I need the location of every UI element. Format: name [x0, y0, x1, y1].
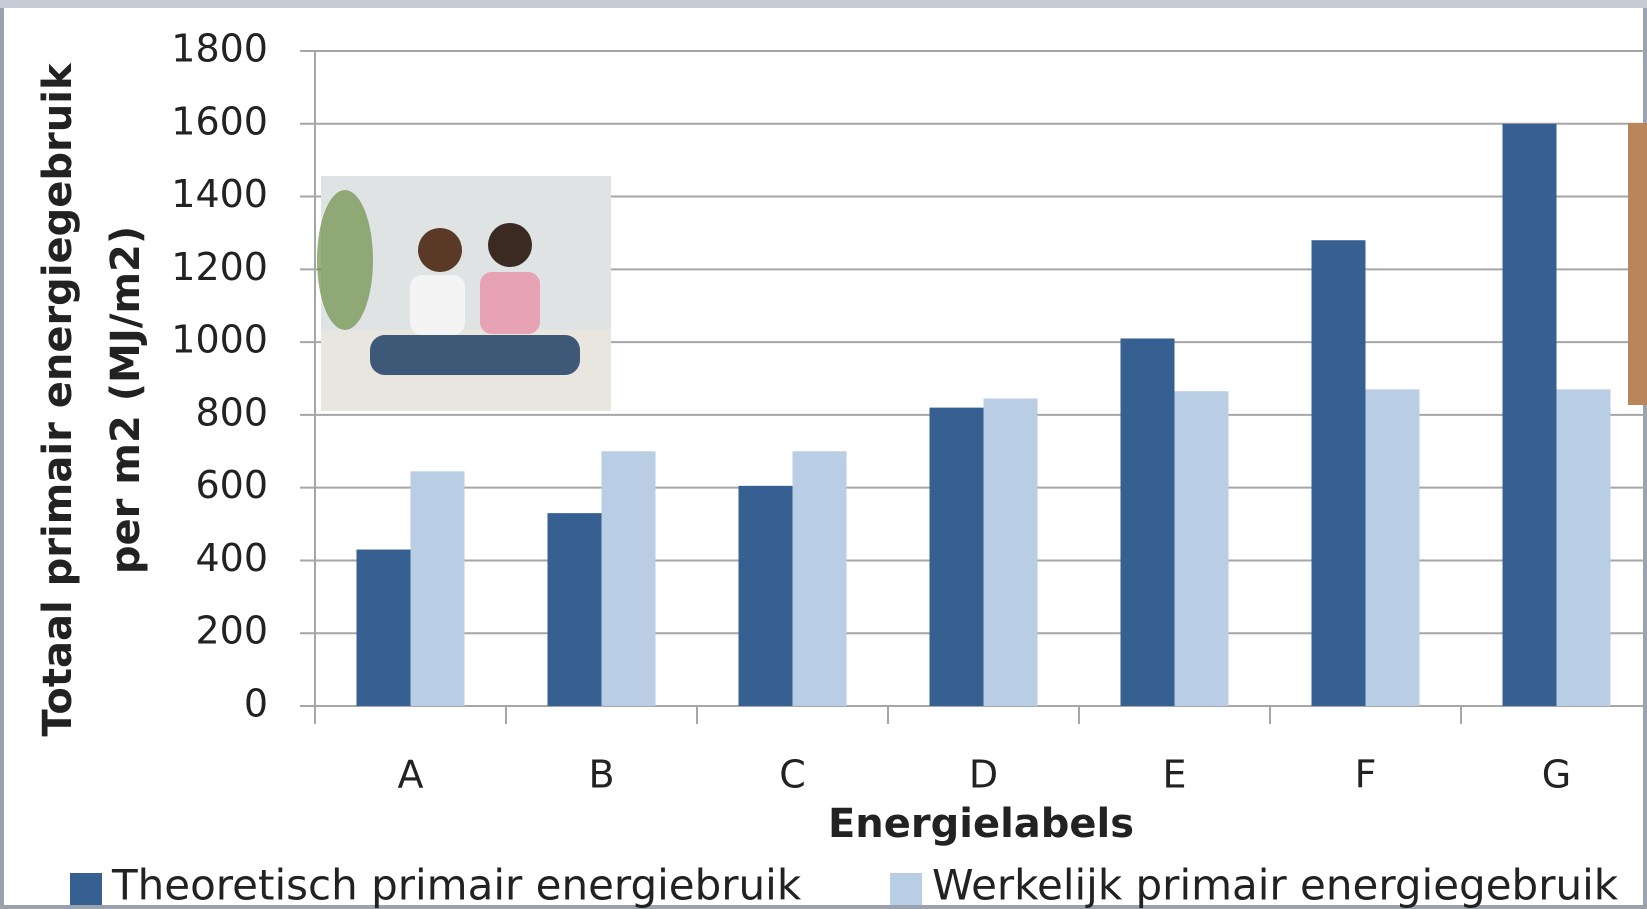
legend-swatch: [70, 873, 102, 905]
y-tick-label: 800: [195, 390, 268, 434]
x-tick-label: E: [1162, 753, 1186, 797]
bar: [1503, 124, 1557, 706]
photo: [317, 176, 611, 411]
y-tick-label: 1800: [171, 27, 268, 71]
bar: [739, 486, 793, 706]
bar: [357, 550, 411, 706]
y-tick-label: 1600: [171, 99, 268, 143]
legend-label: Theoretisch primair energiebruik: [111, 861, 802, 909]
x-tick-label: C: [779, 753, 806, 797]
y-tick-label: 1400: [171, 172, 268, 216]
top-bar: [0, 0, 1647, 8]
bar: [793, 451, 847, 706]
y-tick-label: 1200: [171, 245, 268, 289]
y-tick-label: 1000: [171, 318, 268, 362]
x-axis-title: Energielabels: [828, 801, 1134, 847]
x-tick-label: B: [588, 753, 614, 797]
bar: [602, 451, 656, 706]
bar: [1312, 240, 1366, 706]
y-tick-label: 400: [195, 536, 268, 580]
bar: [411, 471, 465, 706]
bar: [930, 408, 984, 706]
y-tick-label: 200: [195, 609, 268, 653]
y-tick-label: 0: [244, 682, 268, 726]
bar: [984, 399, 1038, 706]
y-axis-title: Totaal primair energiegebruik: [35, 62, 81, 737]
bar: [1366, 389, 1420, 706]
x-tick-label: A: [398, 753, 424, 797]
legend-label: Werkelijk primair energiegebruik: [932, 861, 1619, 909]
x-tick-label: G: [1542, 753, 1571, 797]
legend-swatch: [890, 873, 922, 905]
photo-edge: [1628, 123, 1647, 405]
y-tick-label: 600: [195, 463, 268, 507]
bar: [1557, 389, 1611, 706]
y-axis-title: per m2 (MJ/m2): [103, 226, 149, 574]
bar: [1121, 338, 1175, 706]
bar: [1175, 391, 1229, 706]
chart: 0 200 400 600 800 1000 1200 1400 1600 1800 A B C D E F G…: [0, 0, 1647, 909]
x-tick-label: F: [1355, 753, 1377, 797]
bar: [548, 513, 602, 706]
x-tick-label: D: [969, 753, 998, 797]
